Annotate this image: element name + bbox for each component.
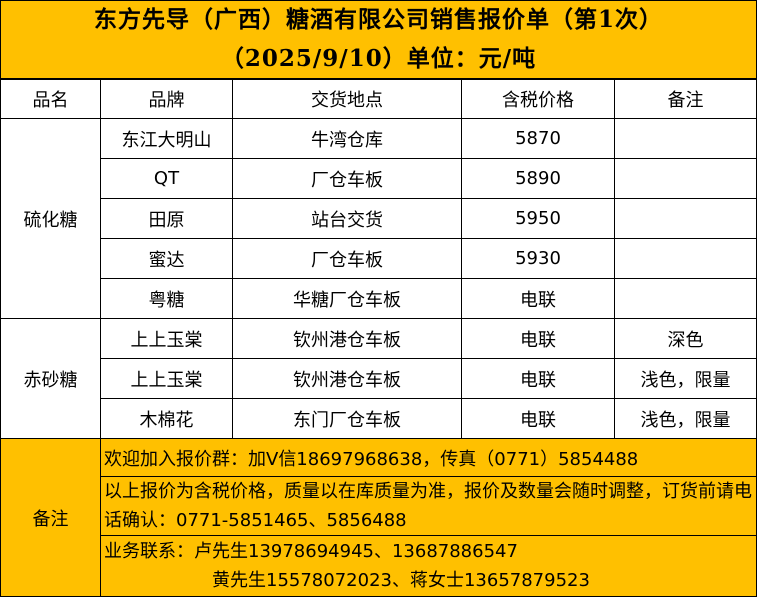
table-row: 蜜达 厂仓车板 5930 <box>1 238 757 279</box>
cell-brand: 蜜达 <box>100 238 233 279</box>
cell-note: 深色 <box>613 318 757 359</box>
cell-brand: 木棉花 <box>100 398 233 439</box>
cell-price: 电联 <box>461 358 615 399</box>
cell-brand: QT <box>100 158 233 199</box>
cell-location: 钦州港仓车板 <box>232 358 462 399</box>
product-name: 赤砂糖 <box>0 318 101 439</box>
cell-note <box>613 158 757 199</box>
cell-note <box>613 118 757 159</box>
cell-brand: 粤糖 <box>100 278 233 319</box>
cell-brand: 田原 <box>100 198 233 239</box>
table-row: 上上玉棠 钦州港仓车板 电联 浅色，限量 <box>1 358 757 399</box>
product-name: 硫化糖 <box>0 118 101 319</box>
cell-note <box>613 238 757 279</box>
header-note: 备注 <box>613 78 757 119</box>
footer-contacts: 业务联系：卢先生13978694945、13687886547 黄先生15578… <box>99 535 757 597</box>
cell-note <box>613 278 757 319</box>
cell-location: 钦州港仓车板 <box>232 318 462 359</box>
cell-location: 牛湾仓库 <box>232 118 462 159</box>
cell-price: 电联 <box>461 318 615 359</box>
title-line-1: 东方先导（广西）糖酒有限公司销售报价单（第1次） <box>0 0 757 39</box>
cell-price: 5950 <box>461 198 615 239</box>
cell-location: 东门厂仓车板 <box>232 398 462 439</box>
table-row: 田原 站台交货 5950 <box>1 198 757 239</box>
cell-location: 华糖厂仓车板 <box>232 278 462 319</box>
contact-line-1: 业务联系：卢先生13978694945、13687886547 <box>104 541 518 562</box>
cell-location: 站台交货 <box>232 198 462 239</box>
cell-note: 浅色，限量 <box>613 398 757 439</box>
cell-brand: 上上玉棠 <box>100 358 233 399</box>
cell-price: 5930 <box>461 238 615 279</box>
footer-price-notice: 以上报价为含税价格，质量以在库质量为准，报价及数量会随时调整，订货前请电话确认：… <box>99 476 757 536</box>
header-row: 品名 品牌 交货地点 含税价格 备注 <box>0 78 757 119</box>
cell-price: 电联 <box>461 398 615 439</box>
table-row: 赤砂糖 上上玉棠 钦州港仓车板 电联 深色 <box>0 318 757 439</box>
table-row: QT 厂仓车板 5890 <box>1 158 757 199</box>
contact-line-2: 黄先生15578072023、蒋女士13657879523 <box>212 570 590 591</box>
cell-location: 厂仓车板 <box>232 238 462 279</box>
footer-label: 备注 <box>0 438 101 597</box>
footer-group-info: 欢迎加入报价群：加V信18697968638，传真（0771）5854488 <box>99 438 757 477</box>
cell-note: 浅色，限量 <box>613 358 757 399</box>
cell-price: 5870 <box>461 118 615 159</box>
cell-brand: 上上玉棠 <box>100 318 233 359</box>
cell-price: 电联 <box>461 278 615 319</box>
table-row: 硫化糖 东江大明山 牛湾仓库 5870 <box>0 118 757 319</box>
cell-note <box>613 198 757 239</box>
cell-location: 厂仓车板 <box>232 158 462 199</box>
header-location: 交货地点 <box>232 78 462 119</box>
table-row: 粤糖 华糖厂仓车板 电联 <box>1 278 757 319</box>
header-product: 品名 <box>0 78 101 119</box>
header-brand: 品牌 <box>100 78 233 119</box>
cell-price: 5890 <box>461 158 615 199</box>
header-price: 含税价格 <box>461 78 615 119</box>
cell-brand: 东江大明山 <box>100 118 233 159</box>
table-row: 木棉花 东门厂仓车板 电联 浅色，限量 <box>1 398 757 439</box>
title-line-2: （2025/9/10）单位：元/吨 <box>0 39 757 80</box>
